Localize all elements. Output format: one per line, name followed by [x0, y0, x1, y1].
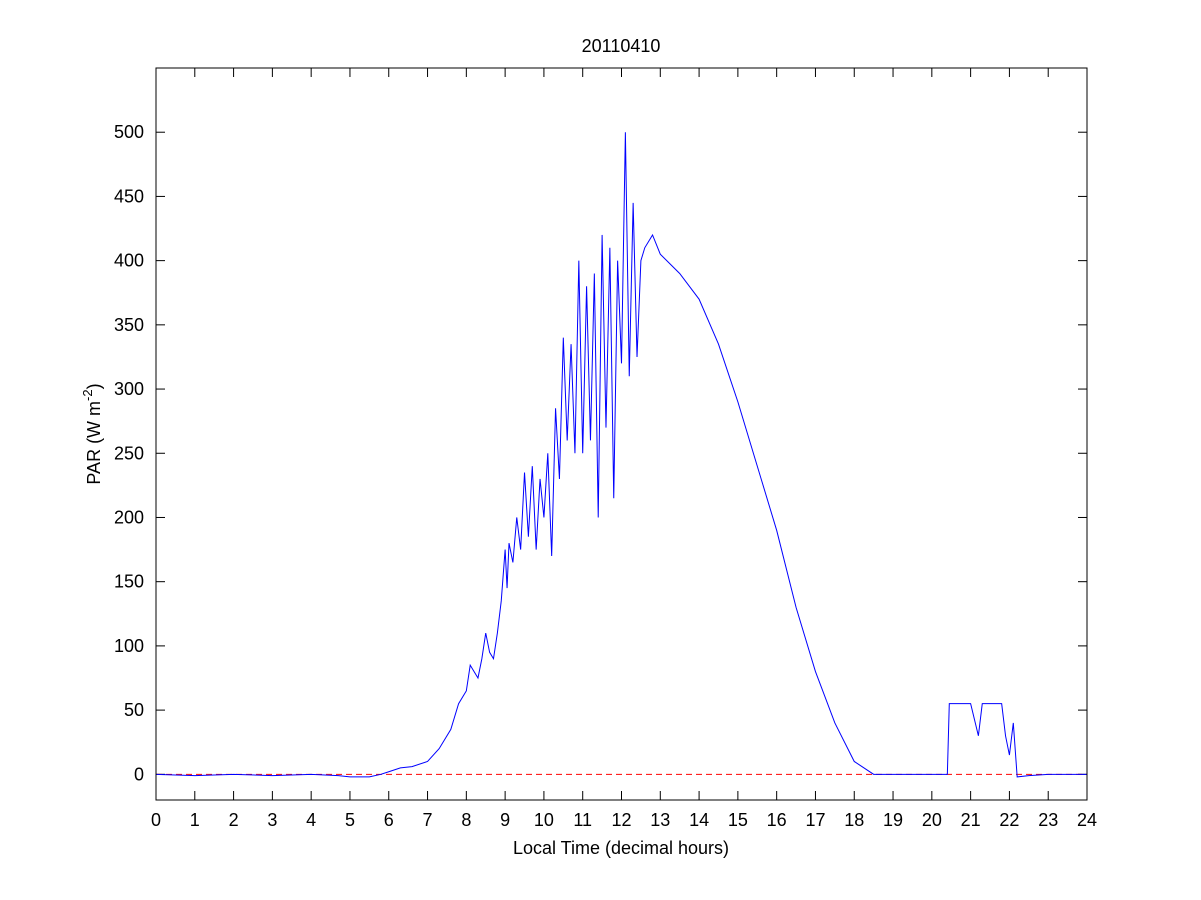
- x-tick-label: 0: [151, 810, 161, 830]
- x-tick-label: 14: [689, 810, 709, 830]
- x-tick-label: 1: [190, 810, 200, 830]
- y-tick-label: 150: [114, 572, 144, 592]
- y-tick-label: 450: [114, 186, 144, 206]
- x-tick-label: 5: [345, 810, 355, 830]
- data-line: [155, 132, 1087, 778]
- y-tick-label: 50: [124, 700, 144, 720]
- x-tick-label: 22: [999, 810, 1019, 830]
- y-tick-label: 350: [114, 315, 144, 335]
- x-tick-label: 19: [883, 810, 903, 830]
- x-tick-label: 6: [384, 810, 394, 830]
- x-tick-label: 7: [423, 810, 433, 830]
- x-axis-label: Local Time (decimal hours): [513, 838, 729, 858]
- y-tick-label: 100: [114, 636, 144, 656]
- x-tick-label: 15: [728, 810, 748, 830]
- x-tick-label: 3: [267, 810, 277, 830]
- y-tick-label: 0: [134, 764, 144, 784]
- x-tick-label: 20: [922, 810, 942, 830]
- x-tick-label: 16: [767, 810, 787, 830]
- x-tick-label: 10: [534, 810, 554, 830]
- y-tick-label: 200: [114, 507, 144, 527]
- y-tick-label: 500: [114, 122, 144, 142]
- x-tick-label: 21: [961, 810, 981, 830]
- y-tick-label: 250: [114, 443, 144, 463]
- x-tick-label: 13: [650, 810, 670, 830]
- y-tick-label: 400: [114, 251, 144, 271]
- x-tick-label: 17: [805, 810, 825, 830]
- chart-title: 20110410: [582, 36, 661, 56]
- y-axis-label: PAR (W m-2): [80, 383, 104, 484]
- y-label-main: PAR (W m: [84, 401, 104, 485]
- x-tick-label: 4: [306, 810, 316, 830]
- x-tick-label: 23: [1038, 810, 1058, 830]
- x-tick-label: 9: [500, 810, 510, 830]
- y-label-end: ): [84, 383, 104, 389]
- x-tick-label: 2: [229, 810, 239, 830]
- y-tick-label: 300: [114, 379, 144, 399]
- x-tick-label: 12: [611, 810, 631, 830]
- x-tick-label: 11: [573, 810, 592, 830]
- x-tick-label: 18: [844, 810, 864, 830]
- x-tick-label: 24: [1077, 810, 1097, 830]
- plot-frame: [155, 67, 1088, 801]
- y-label-sup: -2: [80, 389, 95, 401]
- x-tick-label: 8: [461, 810, 471, 830]
